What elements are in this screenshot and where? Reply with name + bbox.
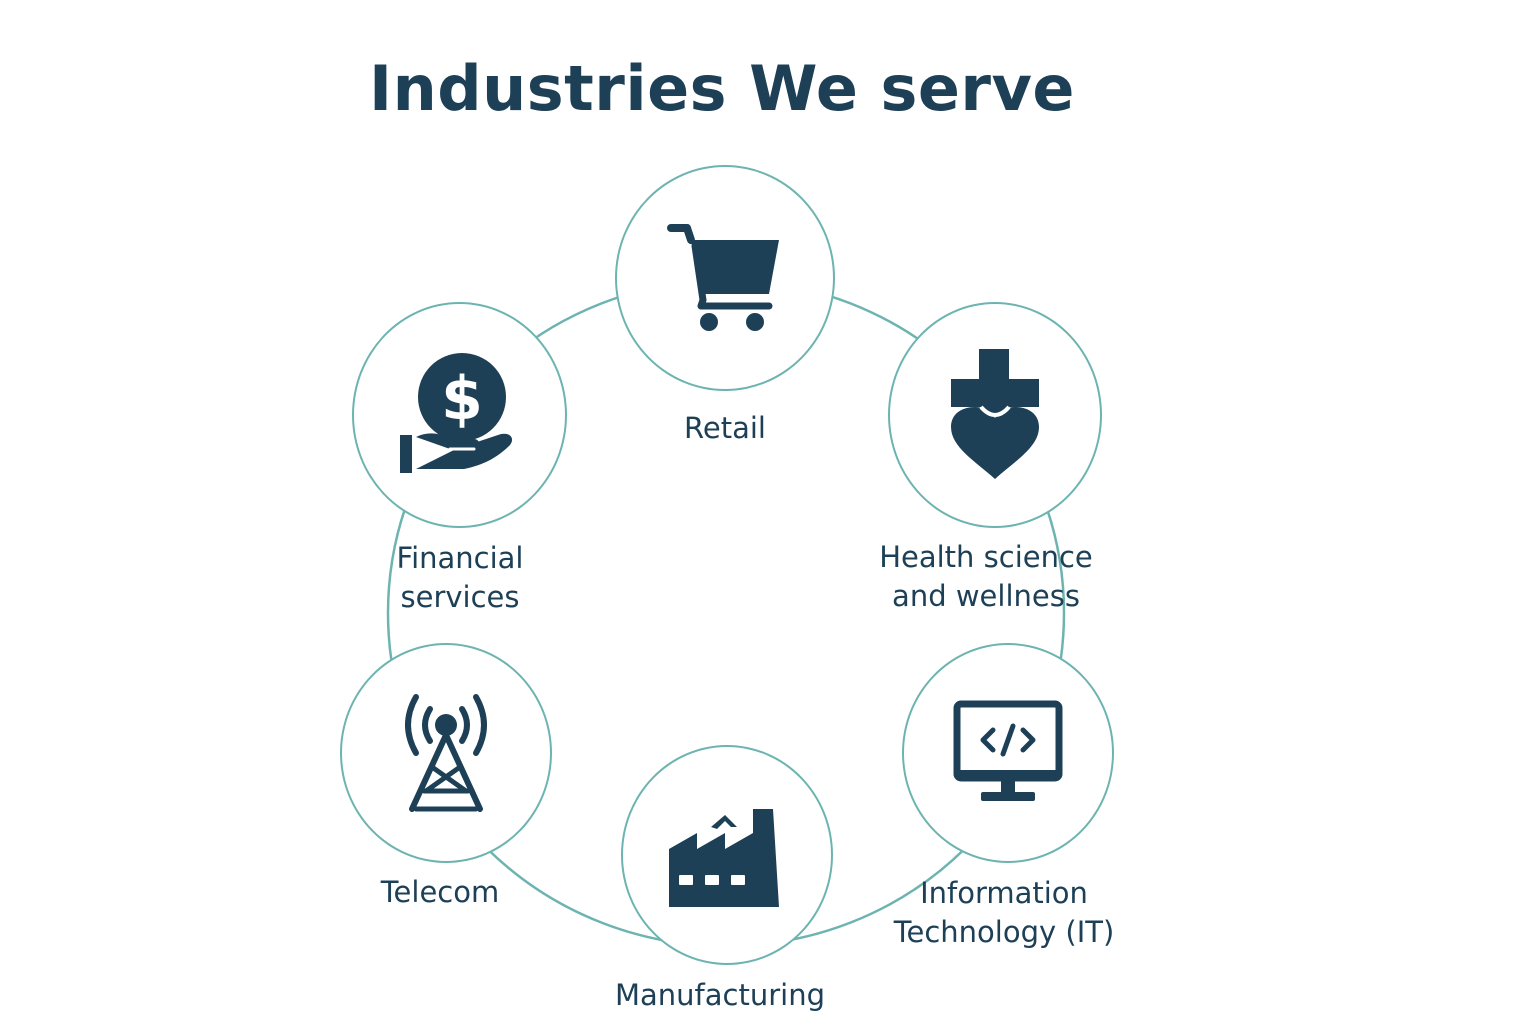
industry-label-telecom: Telecom bbox=[380, 875, 500, 909]
cell-tower-icon bbox=[405, 694, 487, 812]
code-monitor-icon bbox=[953, 700, 1063, 801]
industry-node-manufacturing bbox=[621, 745, 833, 965]
hand-coin-dollar-icon: $ bbox=[399, 353, 512, 473]
industry-label-health: Health science and wellness bbox=[879, 540, 1093, 613]
industry-node-retail bbox=[615, 165, 835, 391]
svg-text:$: $ bbox=[441, 364, 483, 434]
factory-icon bbox=[669, 809, 779, 907]
industry-label-manufacturing: Manufacturing bbox=[615, 978, 825, 1012]
industry-label-it: Information Technology (IT) bbox=[893, 876, 1115, 949]
industry-node-financial: $ bbox=[352, 302, 567, 528]
industry-node-telecom bbox=[340, 643, 552, 863]
industry-node-health bbox=[888, 302, 1102, 528]
industry-label-financial: Financial services bbox=[396, 541, 524, 614]
page-title: Industries We serve bbox=[369, 52, 1075, 125]
industry-label-retail: Retail bbox=[684, 411, 766, 445]
industry-node-it bbox=[902, 643, 1114, 863]
health-cross-heart-icon bbox=[951, 349, 1039, 479]
shopping-cart-icon bbox=[667, 224, 779, 331]
